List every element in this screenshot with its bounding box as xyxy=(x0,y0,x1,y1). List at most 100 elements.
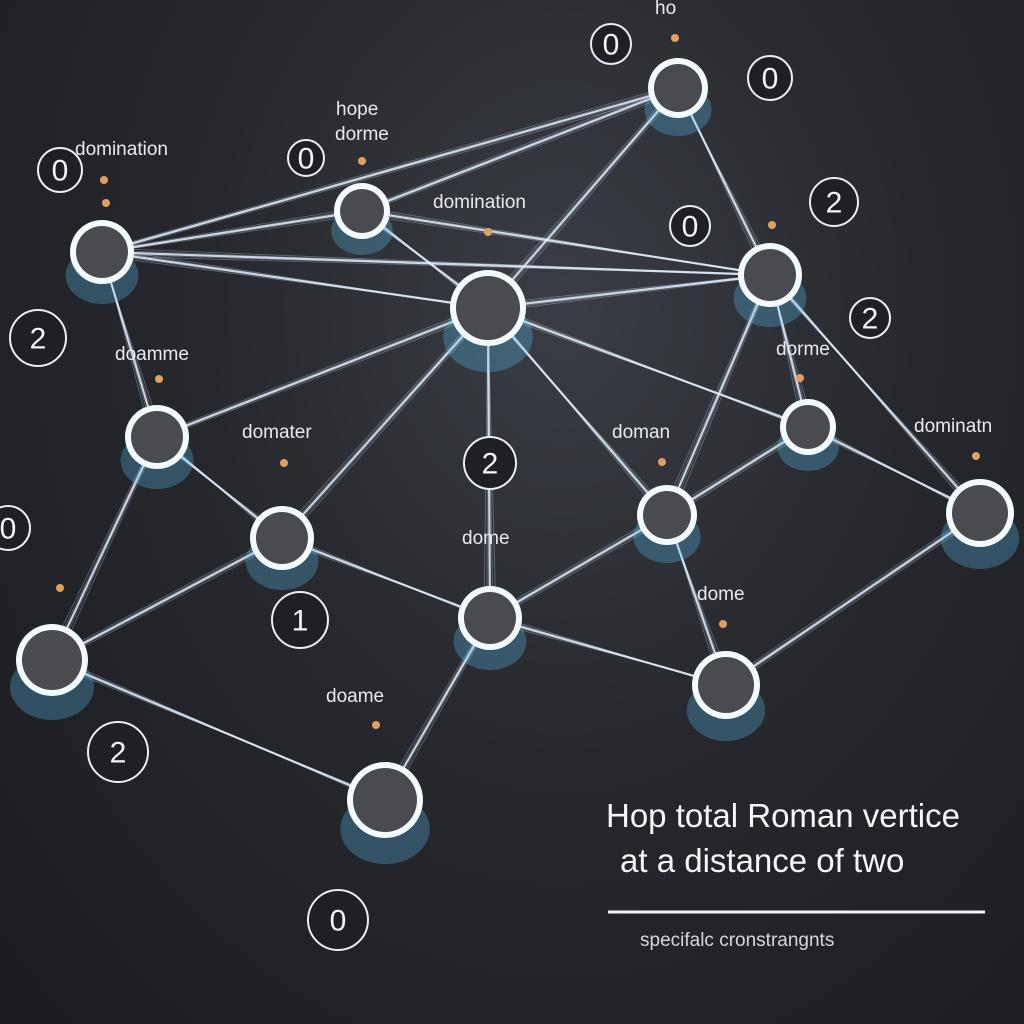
edge-filament xyxy=(275,303,489,539)
edge-filament xyxy=(95,206,363,253)
badge-circle xyxy=(463,436,517,490)
edge-filament xyxy=(162,311,489,438)
edge-filament xyxy=(669,276,771,516)
node-label: dome xyxy=(697,584,745,605)
graph-node xyxy=(733,243,807,327)
pin-marker xyxy=(972,452,980,460)
badge-value: 0 xyxy=(330,905,347,938)
badge-value: 2 xyxy=(862,303,879,336)
edge-filament xyxy=(48,434,158,661)
graph-node xyxy=(65,220,139,304)
node-label: doame xyxy=(326,686,384,707)
value-badge: 0 xyxy=(590,23,632,65)
node-core xyxy=(22,630,82,690)
diagram-title-line-2: at a distance of two xyxy=(620,842,904,879)
edge-filament xyxy=(722,510,981,686)
edge-n_left-n_midleft xyxy=(100,250,159,439)
badge-value: 0 xyxy=(52,155,69,188)
edge-n_right_upper-n_domain xyxy=(665,273,772,517)
edge-n_left-n_right_upper xyxy=(100,250,772,277)
badge-value: 2 xyxy=(30,323,47,356)
edge-n_center_low-n_right_low xyxy=(488,616,728,687)
edge-filament xyxy=(48,535,283,661)
value-badge: 2 xyxy=(463,436,517,490)
graph-node xyxy=(686,651,766,741)
edge-filament xyxy=(159,309,489,438)
badge-layer: 0 0 0 0 2 0 2 2 2 1 2 0 0 xyxy=(0,23,891,951)
badge-value: 0 xyxy=(298,143,315,176)
badge-value: 0 xyxy=(682,211,699,244)
edge-filament xyxy=(45,432,158,661)
badge-value: 2 xyxy=(482,448,499,481)
node-core xyxy=(464,592,516,644)
edge-n_center-n_lowleft xyxy=(280,306,490,540)
edge-n_midleft-n_farleft xyxy=(50,435,159,662)
badge-circle xyxy=(590,23,632,65)
badge-value: 0 xyxy=(603,29,620,62)
pin-marker xyxy=(280,459,288,467)
pin-marker xyxy=(768,221,776,229)
badge-circle xyxy=(287,139,325,177)
edge-filament xyxy=(731,516,981,686)
edge-filament xyxy=(364,89,679,212)
edge-filament xyxy=(487,274,765,305)
node-label: doamme xyxy=(115,344,189,365)
node-core xyxy=(952,485,1008,541)
node-core xyxy=(643,491,691,539)
value-badge: 2 xyxy=(849,297,891,339)
diagram-title-line-1: Hop total Roman vertice xyxy=(606,797,960,834)
node-label: ho xyxy=(655,0,676,19)
pin-marker xyxy=(671,34,679,42)
edge-filament xyxy=(481,83,679,309)
badge-value: 0 xyxy=(0,513,16,546)
value-badge: 2 xyxy=(809,177,859,227)
value-badge: 0 xyxy=(0,505,31,551)
edge-n_left-n_center xyxy=(100,250,490,310)
node-core xyxy=(654,64,702,112)
edge-filament xyxy=(287,311,489,539)
value-badge: 0 xyxy=(307,889,369,951)
pin-marker xyxy=(56,584,64,592)
edge-n_center-n_domain xyxy=(486,306,669,517)
edge-n_top-n_hope xyxy=(360,86,680,213)
badge-circle xyxy=(669,205,711,247)
edge-filament xyxy=(663,272,771,516)
graph-node xyxy=(340,762,430,864)
pin-marker xyxy=(719,620,727,628)
pin-marker xyxy=(796,374,804,382)
pin-marker xyxy=(102,199,110,207)
value-badge: 0 xyxy=(747,55,793,101)
edge-n_top-n_right_upper xyxy=(676,86,772,277)
node-layer xyxy=(10,34,1020,864)
edge-filament xyxy=(490,89,679,309)
node-core xyxy=(698,657,754,713)
pin-marker xyxy=(658,458,666,466)
graph-node xyxy=(644,58,712,136)
edge-n_center-n_right_mid xyxy=(486,306,810,429)
node-label: dorme xyxy=(335,124,389,145)
graph-node xyxy=(633,485,701,563)
graph-node xyxy=(453,586,527,671)
edge-filament xyxy=(495,518,668,619)
edge-filament xyxy=(284,309,489,539)
badge-circle xyxy=(849,297,891,339)
badge-circle xyxy=(37,147,83,193)
node-label: dominatn xyxy=(914,416,992,437)
edge-filament xyxy=(45,533,283,661)
graph-node xyxy=(10,624,94,720)
pin-marker xyxy=(372,721,380,729)
edge-filament xyxy=(57,440,158,661)
edge-n_center-n_right_upper xyxy=(486,273,772,310)
node-label: dome xyxy=(462,528,510,549)
edge-n_right_upper-n_farright xyxy=(768,273,982,515)
edge-filament xyxy=(95,83,679,253)
node-label: domination xyxy=(75,139,168,160)
node-label: hope xyxy=(336,99,378,120)
value-badge: 2 xyxy=(87,721,149,783)
edge-n_farright-n_right_low xyxy=(724,511,982,687)
node-label: dorme xyxy=(776,339,830,360)
edge-n_lowleft-n_center_low xyxy=(280,536,492,620)
badge-value: 1 xyxy=(292,605,309,638)
badge-circle xyxy=(747,55,793,101)
